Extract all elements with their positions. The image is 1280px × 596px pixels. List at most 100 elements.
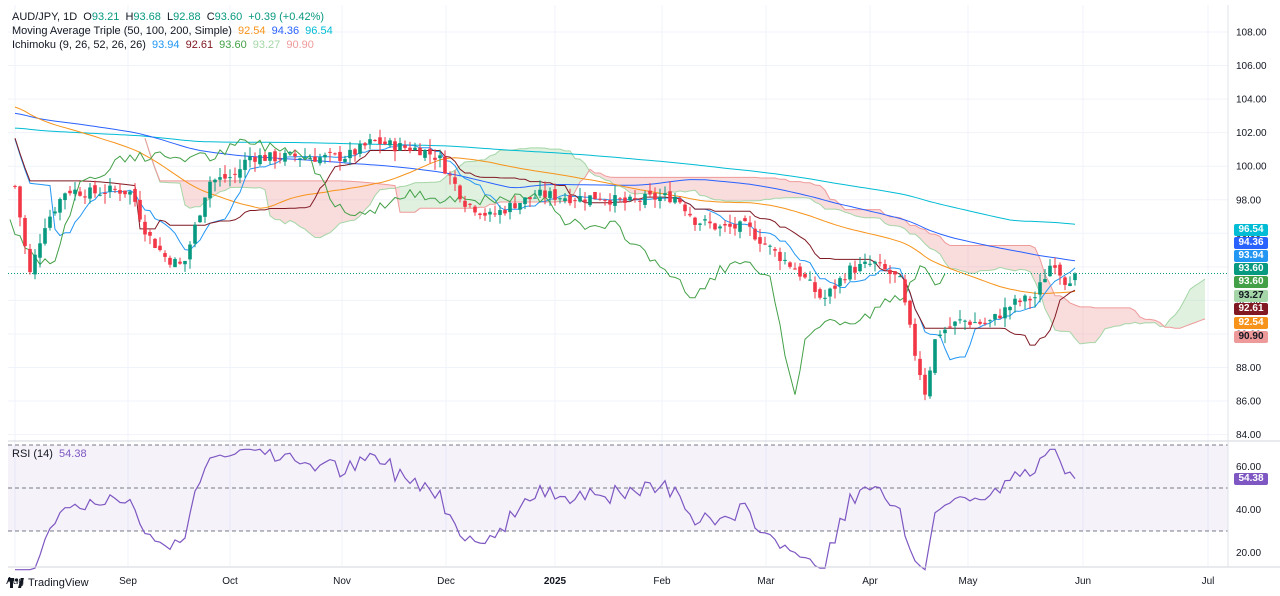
candle-body [773,249,777,251]
candle-body [873,261,877,264]
cloud-segment [380,183,385,190]
cloud-segment [1065,298,1070,332]
cloud-segment [725,177,730,201]
candle-body [88,187,92,199]
candle-body [103,192,107,195]
candle-body [828,288,832,297]
cloud-segment [1120,307,1125,326]
cloud-segment [335,180,340,229]
candle-body [283,153,287,162]
candle-body [478,213,482,216]
candle-body [413,147,417,150]
candle-body [703,219,707,221]
candle-body [883,264,887,270]
price-badge: 94.36 [1234,237,1268,249]
ichimoku-label: Ichimoku (9, 26, 52, 26, 26) [12,39,146,51]
legend-ma[interactable]: Moving Average Triple (50, 100, 200, Sim… [12,25,336,38]
candle-body [988,320,992,322]
cloud-segment [550,149,555,202]
time-tick-label: May [959,576,978,587]
candle-body [163,253,167,257]
low-value: 92.88 [173,11,201,23]
cloud-segment [425,182,430,209]
price-badge: 92.54 [1234,317,1268,329]
cloud-segment [885,214,890,226]
candle-body [348,149,352,159]
cloud-segment [405,184,410,213]
candle-body [793,268,797,270]
legend-ichimoku[interactable]: Ichimoku (9, 26, 52, 26, 26) 93.94 92.61… [12,39,317,52]
candle-body [738,221,742,232]
cloud-segment [190,180,195,209]
cloud-segment [860,209,865,218]
cloud-segment [250,180,255,188]
candle-body [648,190,652,195]
cloud-segment [950,245,955,269]
cloud-segment [410,182,415,213]
cloud-segment [765,177,770,200]
candle-body [468,203,472,205]
cloud-segment [830,199,835,210]
cloud-segment [385,184,390,190]
candle-body [718,226,722,229]
cloud-segment [245,180,250,188]
cloud-segment [355,181,360,221]
candle-body [328,151,332,153]
legend-rsi[interactable]: RSI (14) 54.38 [12,448,90,461]
candle-body [633,198,637,200]
candle-body [1033,297,1037,299]
candle-body [728,223,732,227]
close-value: 93.60 [214,11,243,23]
candle-body [238,169,242,178]
candle-body [373,139,377,141]
cloud-segment [290,180,295,223]
cloud-segment [1025,245,1030,272]
candle-body [113,188,117,190]
cloud-segment [720,177,725,201]
candle-body [203,197,207,217]
cloud-segment [1200,279,1205,321]
candle-body [508,202,512,213]
cloud-segment [760,177,765,201]
candle-body [603,199,607,201]
cloud-segment [690,177,695,191]
cloud-segment [415,182,420,213]
cloud-segment [770,177,775,200]
candle-body [748,222,752,227]
candle-body [298,158,302,160]
candle-body [293,153,297,157]
candle-body [778,251,782,262]
tradingview-brand[interactable]: TradingView [8,577,89,589]
candle-body [533,197,537,199]
candle-body [1003,307,1007,319]
candle-body [843,279,847,281]
cloud-segment [1095,307,1100,343]
candle-body [253,157,257,162]
cloud-segment [580,159,585,182]
cloud-segment [845,209,850,214]
candle-body [673,196,677,203]
candle-body [118,190,122,194]
candle-body [593,191,597,200]
candle-body [973,322,977,324]
candle-body [263,154,267,161]
candle-body [953,321,957,326]
candle-body [28,248,32,273]
candle-body [678,198,682,203]
candle-body [658,196,662,202]
ichimoku-cloud [145,138,1205,344]
cloud-segment [510,149,515,202]
candle-body [453,177,457,184]
cloud-segment [700,177,705,196]
candle-body [13,185,17,187]
cloud-segment [705,177,710,199]
candle-body [33,254,37,275]
change-value: +0.39 (+0.42%) [248,11,325,23]
candle-body [613,195,617,206]
price-badge: 92.61 [1234,303,1268,315]
cloud-segment [220,180,225,192]
cloud-segment [1190,285,1195,325]
candle-body [598,198,602,200]
candle-body [128,191,132,195]
